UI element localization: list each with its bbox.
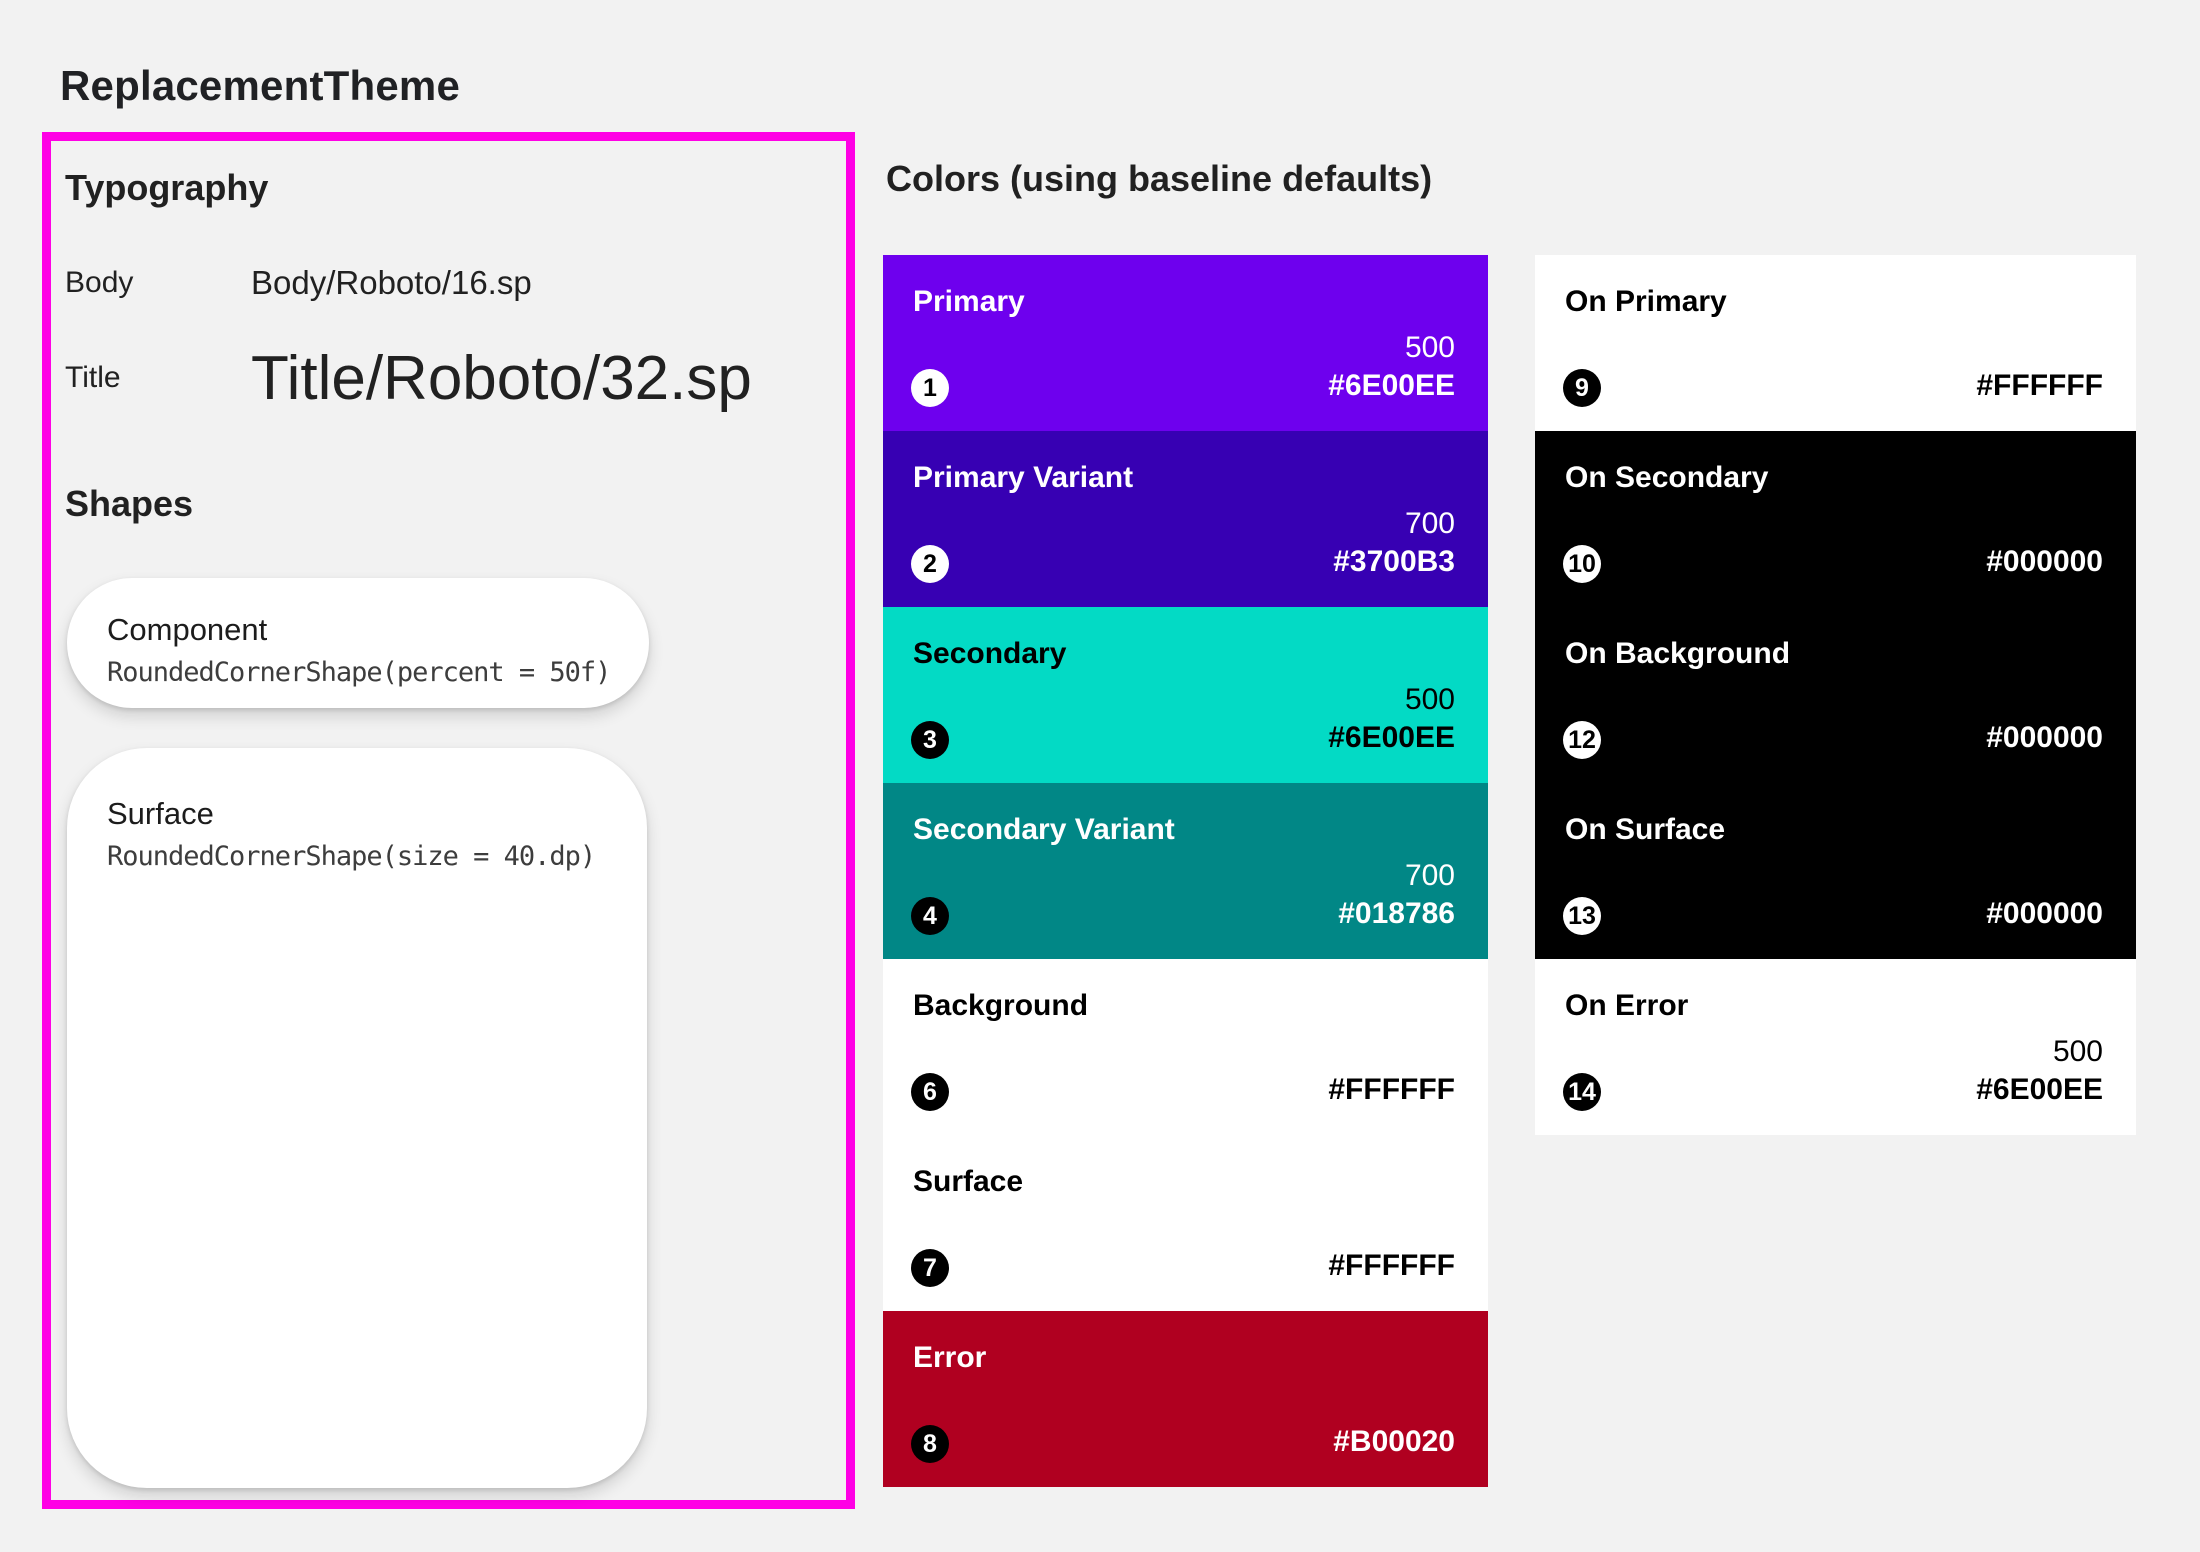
swatch-weight: 700 [1404, 507, 1455, 540]
swatch-hex-value: #018786 [1338, 897, 1455, 930]
color-swatch: Background 6 #FFFFFF [883, 959, 1488, 1135]
swatch-name: On Primary [1565, 285, 1727, 318]
shape-card-code: RoundedCornerShape(percent = 50f) [107, 657, 611, 688]
color-swatch: On Primary 9 #FFFFFF [1535, 255, 2136, 431]
swatch-name: On Surface [1565, 813, 1726, 846]
color-swatch: On Error 500 14 #6E00EE [1535, 959, 2136, 1135]
swatch-hex-value: #000000 [1986, 545, 2103, 578]
swatch-weight: 500 [2052, 1035, 2103, 1068]
swatch-number-badge: 9 [1563, 369, 1601, 407]
color-swatch: Error 8 #B00020 [883, 1311, 1488, 1487]
swatch-hex-value: #000000 [1986, 897, 2103, 930]
swatch-weight: 700 [1404, 859, 1455, 892]
swatch-hex-value: #6E00EE [1976, 1073, 2103, 1106]
shape-card-title: Surface [107, 796, 214, 831]
swatch-hex-value: #FFFFFF [1976, 369, 2103, 402]
page-title: ReplacementTheme [60, 62, 461, 109]
swatch-number-badge: 10 [1563, 545, 1601, 583]
color-column-on: On Primary 9 #FFFFFF On Secondary 10 #00… [1535, 255, 2136, 1135]
shapes-heading: Shapes [65, 483, 194, 524]
color-swatch: Primary 500 1 #6E00EE [883, 255, 1488, 431]
swatch-hex-value: #FFFFFF [1328, 1249, 1455, 1282]
swatch-name: Primary [913, 285, 1025, 318]
swatch-weight: 500 [1404, 683, 1455, 716]
swatch-name: Secondary [913, 637, 1067, 670]
color-swatch: On Background 12 #000000 [1535, 607, 2136, 783]
swatch-hex-value: #FFFFFF [1328, 1073, 1455, 1106]
swatch-number-badge: 1 [911, 369, 949, 407]
typography-row-value: Body/Roboto/16.sp [251, 264, 532, 301]
typography-row-label: Title [65, 361, 121, 394]
typography-row-value: Title/Roboto/32.sp [251, 343, 752, 413]
typography-row-label: Body [65, 266, 134, 299]
swatch-weight: 500 [1404, 331, 1455, 364]
typography-heading: Typography [65, 167, 269, 208]
swatch-name: On Error [1565, 989, 1689, 1022]
color-column-main: Primary 500 1 #6E00EE Primary Variant 70… [883, 255, 1488, 1487]
swatch-hex-value: #B00020 [1333, 1425, 1455, 1458]
swatch-number-badge: 2 [911, 545, 949, 583]
swatch-number-badge: 7 [911, 1249, 949, 1287]
shape-card-surface: Surface RoundedCornerShape(size = 40.dp) [67, 748, 647, 1488]
swatch-name: Secondary Variant [913, 813, 1175, 846]
color-swatch: Primary Variant 700 2 #3700B3 [883, 431, 1488, 607]
swatch-hex-value: #6E00EE [1328, 721, 1455, 754]
swatch-hex-value: #000000 [1986, 721, 2103, 754]
color-swatch: Surface 7 #FFFFFF [883, 1135, 1488, 1311]
color-swatch: Secondary Variant 700 4 #018786 [883, 783, 1488, 959]
swatch-hex-value: #6E00EE [1328, 369, 1455, 402]
swatch-number-badge: 8 [911, 1425, 949, 1463]
swatch-hex-value: #3700B3 [1333, 545, 1455, 578]
swatch-number-badge: 12 [1563, 721, 1601, 759]
theme-highlight-box: Typography Body Body/Roboto/16.sp Title … [42, 132, 855, 1509]
colors-heading: Colors (using baseline defaults) [886, 158, 1433, 199]
swatch-number-badge: 13 [1563, 897, 1601, 935]
swatch-name: Background [913, 989, 1089, 1022]
shape-card-code: RoundedCornerShape(size = 40.dp) [107, 841, 596, 872]
swatch-number-badge: 6 [911, 1073, 949, 1111]
swatch-name: Primary Variant [913, 461, 1134, 494]
color-swatch: Secondary 500 3 #6E00EE [883, 607, 1488, 783]
typography-row-title: Title Title/Roboto/32.sp [65, 323, 752, 433]
swatch-name: On Secondary [1565, 461, 1769, 494]
typography-row-body: Body Body/Roboto/16.sp [65, 253, 532, 313]
swatch-number-badge: 3 [911, 721, 949, 759]
swatch-name: On Background [1565, 637, 1791, 670]
swatch-number-badge: 14 [1563, 1073, 1601, 1111]
swatch-number-badge: 4 [911, 897, 949, 935]
color-swatch: On Secondary 10 #000000 [1535, 431, 2136, 607]
color-swatch: On Surface 13 #000000 [1535, 783, 2136, 959]
swatch-name: Error [913, 1341, 987, 1374]
swatch-name: Surface [913, 1165, 1024, 1198]
shape-card-title: Component [107, 612, 268, 647]
shape-card-component: Component RoundedCornerShape(percent = 5… [67, 578, 649, 708]
